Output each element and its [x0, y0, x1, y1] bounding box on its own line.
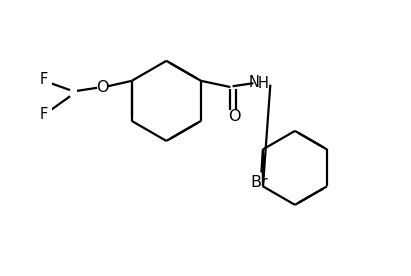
- Text: H: H: [257, 76, 268, 91]
- Text: O: O: [228, 109, 240, 124]
- Text: F: F: [40, 72, 48, 87]
- Text: Br: Br: [250, 175, 268, 190]
- Text: F: F: [40, 107, 48, 122]
- Text: N: N: [249, 75, 260, 90]
- Text: O: O: [96, 79, 109, 94]
